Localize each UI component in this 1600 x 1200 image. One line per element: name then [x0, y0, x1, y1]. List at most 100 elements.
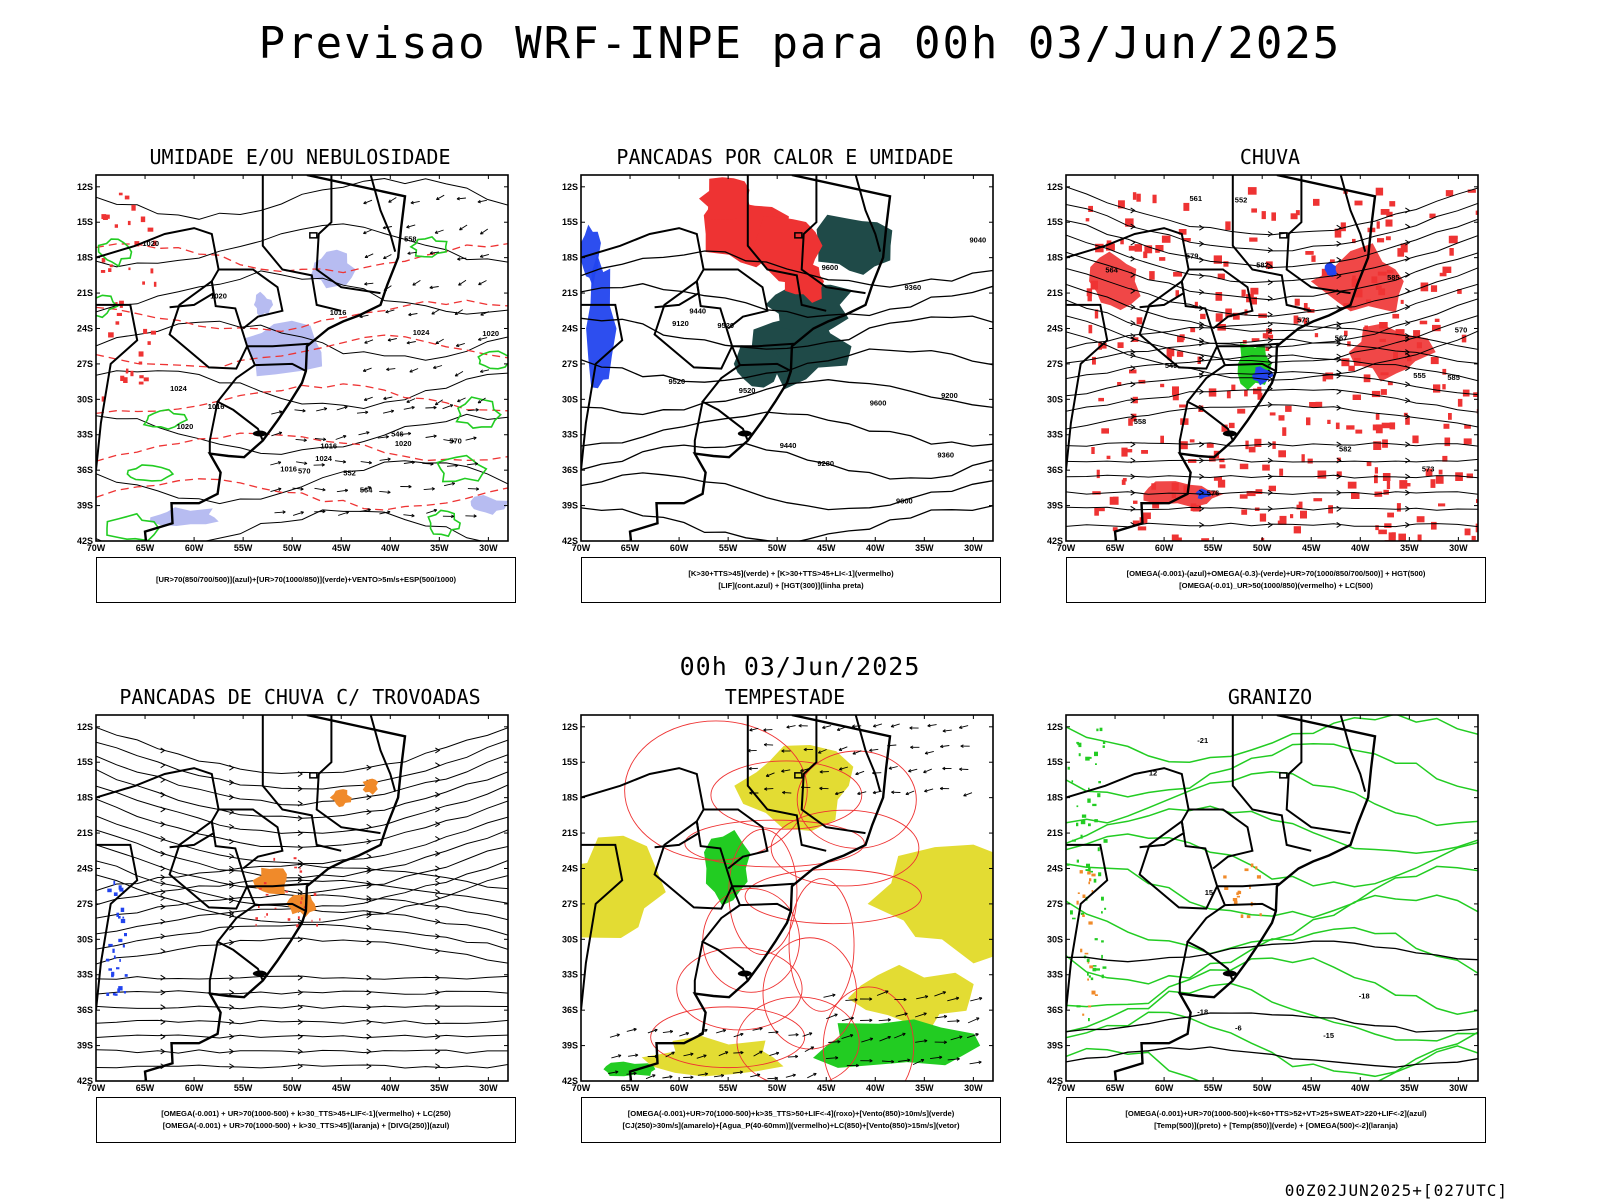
streamline: [96, 1019, 508, 1025]
contour-label: 9600: [896, 496, 913, 505]
lat-tick-label: 21S: [1047, 828, 1063, 838]
shaded-speck: [1101, 896, 1104, 901]
shaded-speck: [113, 892, 118, 896]
wind-vector: [334, 460, 346, 463]
wind-vector: [314, 438, 326, 441]
wind-vector: [749, 727, 759, 731]
streamline-arrow: [160, 821, 166, 828]
isobar-line: [96, 413, 508, 455]
wind-vector: [409, 368, 419, 373]
lon-tick-label: 50W: [768, 543, 787, 553]
wind-vector-head: [869, 1018, 873, 1023]
wind-vector-head: [671, 1051, 675, 1055]
streamline-arrow: [297, 1004, 303, 1011]
wind-vector-head: [869, 1059, 873, 1063]
shaded-speck: [1209, 455, 1216, 462]
shaded-speck: [287, 918, 291, 921]
shaded-area: [142, 408, 189, 430]
shaded-speck: [1132, 520, 1140, 526]
temp500-contour: [1066, 940, 1478, 963]
shaded-speck: [1128, 245, 1135, 251]
contour-label: 585: [1447, 373, 1460, 382]
legend-line: [OMEGA(-0.001)+UR>70(1000-500)+k<60+TTS>…: [1125, 1109, 1427, 1118]
shaded-speck: [1085, 756, 1090, 761]
wind-vector: [881, 1060, 894, 1063]
wind-vector: [855, 770, 865, 775]
wind-vector-head: [410, 200, 414, 205]
wind-vector: [626, 1028, 637, 1032]
shaded-speck: [1256, 875, 1261, 879]
wind-vector-head: [387, 510, 391, 514]
shaded-speck: [1457, 289, 1462, 294]
contour-label: 546: [391, 429, 404, 438]
shaded-speck: [1377, 238, 1385, 243]
streamline-arrow: [1336, 273, 1342, 279]
streamline-arrow: [366, 910, 372, 916]
shaded-speck: [1261, 211, 1266, 220]
lat-tick-label: 30S: [1047, 934, 1063, 944]
wind-vector-head: [474, 462, 479, 466]
shaded-speck: [1096, 728, 1099, 732]
shaded-speck: [274, 907, 277, 909]
panel-tempestade: TEMPESTADE 12S 15S 18S 21S 24S 27S 30S 33S 36S 39…: [535, 685, 1035, 1165]
streamline-arrow: [1199, 289, 1205, 296]
streamline-arrow: [1199, 372, 1205, 379]
shaded-speck: [1385, 219, 1393, 227]
shaded-speck: [1344, 330, 1348, 336]
shaded-speck: [1442, 368, 1447, 375]
shaded-speck: [1430, 285, 1438, 292]
shaded-speck: [1099, 727, 1103, 732]
run-timestamp: 00Z02JUN2025+[027UTC]: [1284, 1181, 1508, 1200]
wind-vector: [358, 431, 370, 436]
shaded-speck: [1464, 528, 1471, 536]
wind-vector-head: [303, 438, 307, 442]
shaded-area: [581, 835, 666, 938]
wind-vector: [379, 458, 391, 461]
moisture-contour: [710, 760, 863, 830]
shaded-speck: [1076, 1005, 1081, 1008]
shaded-speck: [1080, 820, 1086, 825]
wind-vector: [477, 199, 487, 203]
wind-vector-head: [635, 1053, 639, 1057]
border-line: [800, 175, 866, 295]
streamline-arrow: [1267, 231, 1273, 237]
wind-vector-head: [477, 400, 482, 404]
wind-vector-head: [813, 1072, 817, 1077]
lat-tick-label: 18S: [1047, 793, 1063, 803]
wind-vector-head: [429, 251, 434, 255]
shaded-speck: [140, 216, 146, 223]
border-line: [261, 175, 342, 312]
shaded-speck: [1430, 479, 1436, 488]
wind-vector: [295, 438, 307, 441]
streamline-arrow: [1199, 388, 1205, 395]
streamline-arrow: [1405, 397, 1411, 404]
shaded-speck: [150, 268, 154, 274]
streamline-arrow: [297, 771, 303, 777]
shaded-speck: [1080, 834, 1083, 839]
isobar-line: [96, 509, 484, 541]
shaded-speck: [1466, 473, 1473, 479]
shaded-speck: [1442, 266, 1452, 273]
wind-vector: [713, 1074, 724, 1078]
shaded-speck: [1271, 212, 1276, 221]
shaded-speck: [1101, 911, 1103, 914]
thickness-line: [96, 299, 508, 333]
shaded-area: [477, 350, 508, 370]
streamline-arrow: [229, 794, 235, 801]
temp850-contour: [1066, 805, 1478, 855]
lon-tick-label: 30W: [1449, 543, 1468, 553]
shaded-speck: [1417, 534, 1422, 541]
wind-vector: [665, 1051, 675, 1058]
streamline-arrow: [160, 874, 166, 881]
wind-vector-head: [963, 793, 967, 797]
shaded-speck: [1098, 342, 1107, 349]
wind-vector: [763, 729, 773, 731]
shaded-speck: [118, 915, 121, 919]
wind-vector-head: [920, 1059, 925, 1063]
height-contour: [581, 472, 993, 511]
wind-vector-head: [411, 405, 415, 410]
wind-vector-head: [473, 436, 477, 440]
wind-vector: [412, 280, 421, 286]
streamline-arrow: [160, 903, 166, 910]
wind-vector: [611, 1054, 622, 1059]
